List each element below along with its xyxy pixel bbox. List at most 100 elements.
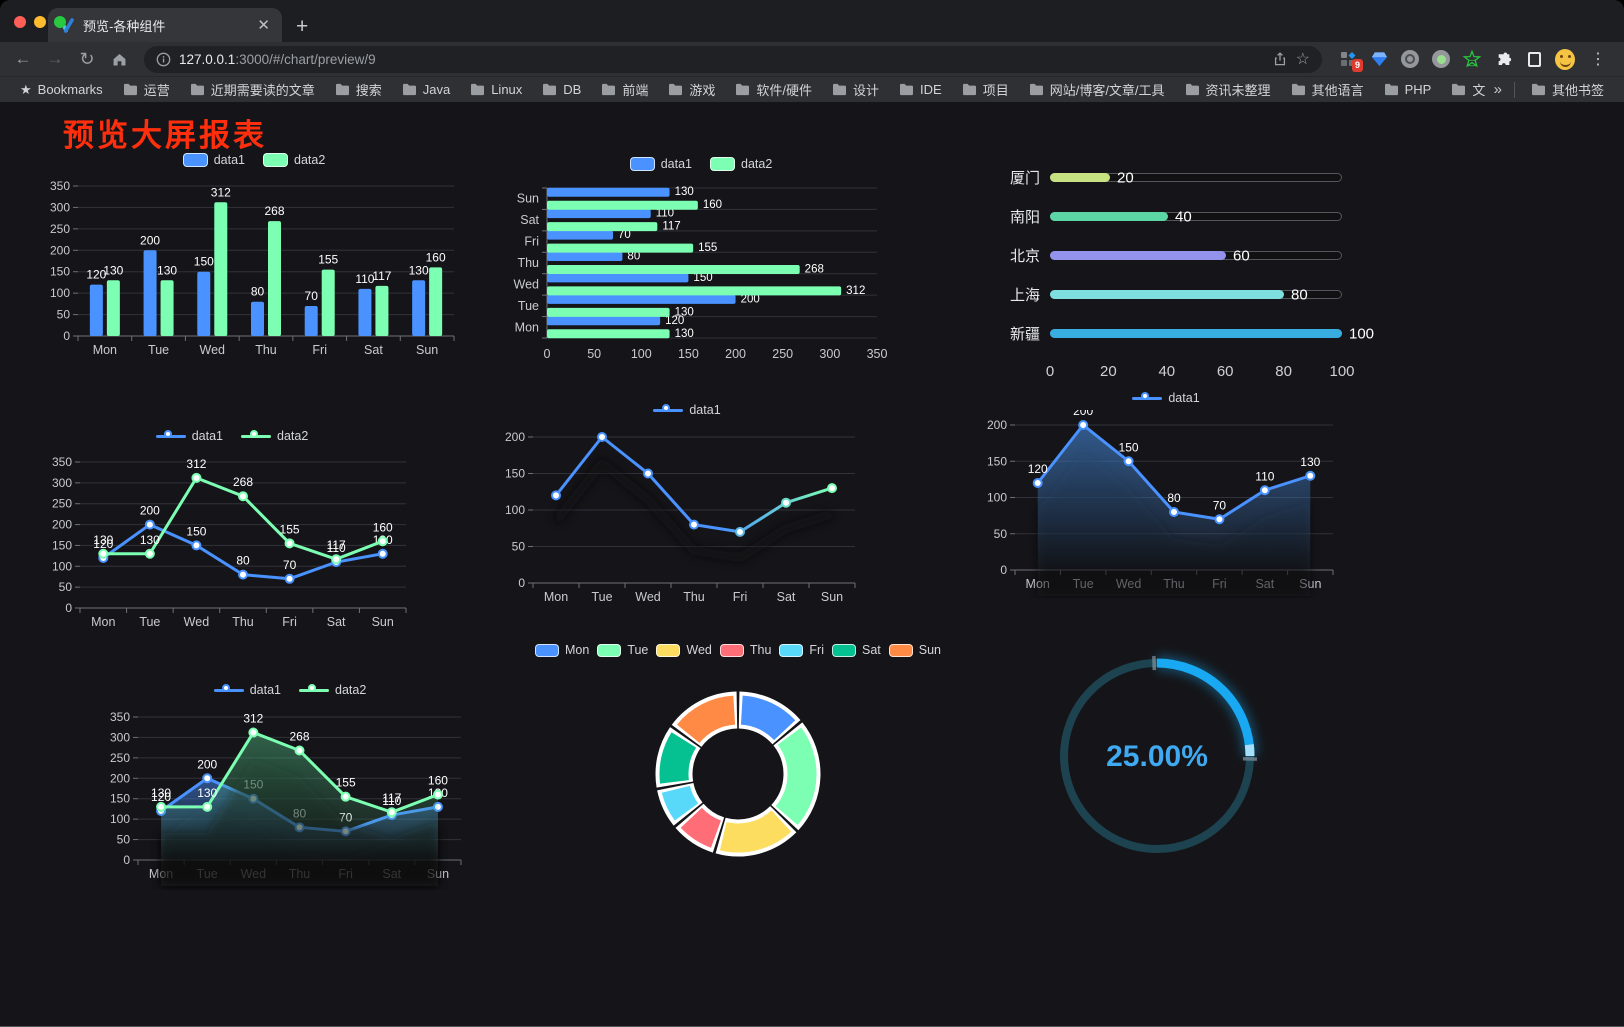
profile-avatar[interactable] [1555, 48, 1575, 70]
svg-text:100: 100 [50, 286, 70, 300]
legend-item-data2[interactable]: data2 [710, 157, 772, 171]
svg-text:Fri: Fri [524, 235, 539, 249]
svg-text:117: 117 [662, 221, 680, 233]
svg-text:0: 0 [1000, 563, 1007, 577]
extension-monkey-icon[interactable] [1400, 49, 1420, 69]
bookmark-folder[interactable]: PHP [1376, 80, 1440, 99]
legend-line-marker [241, 429, 271, 443]
bookmark-folder[interactable]: 网站/博客/文章/工具 [1021, 78, 1173, 101]
svg-text:110: 110 [327, 541, 346, 555]
bookmark-folder[interactable]: IDE [891, 80, 950, 99]
legend-item-data1[interactable]: data1 [213, 683, 281, 697]
bookmark-folder[interactable]: 游戏 [660, 78, 723, 101]
legend-item-data2[interactable]: data2 [263, 153, 325, 167]
svg-text:100: 100 [52, 559, 72, 573]
url-host: 127.0.0.1 [179, 51, 236, 67]
back-icon[interactable]: ← [14, 49, 32, 68]
extension-gem-icon[interactable] [1369, 49, 1389, 69]
legend-item-data1[interactable]: data1 [1132, 391, 1200, 405]
bookmark-folder[interactable]: Linux [462, 80, 530, 99]
extension-grid-icon[interactable]: 9 [1338, 49, 1363, 72]
legend-item-data1[interactable]: data1 [629, 157, 692, 171]
reload-icon[interactable]: ↻ [79, 48, 95, 69]
legend-item-data1[interactable]: data1 [653, 403, 721, 417]
legend-item-thu[interactable]: Thu [719, 643, 771, 657]
legend-item-data2[interactable]: data2 [299, 683, 366, 697]
bookmark-folder[interactable]: DB [534, 80, 589, 99]
svg-text:130: 130 [409, 263, 429, 277]
legend-item-tue[interactable]: Tue [597, 643, 648, 657]
gradient-line-chart: data1 0 50 100 150 200 Mon Tue Wed Thu Fri Sat Sun [503, 398, 871, 612]
minimize-window-button[interactable] [34, 16, 46, 28]
extensions-area: 9 ⋮ [1334, 48, 1614, 72]
folder-icon [190, 83, 204, 96]
bookmark-folder[interactable]: 运营 [115, 78, 178, 101]
progress-fill [1050, 173, 1110, 182]
bookmark-star-icon[interactable]: ☆ [1295, 51, 1310, 68]
maximize-window-button[interactable] [54, 16, 66, 28]
bookmark-folder[interactable]: Java [394, 80, 458, 99]
svg-text:Mon: Mon [91, 615, 115, 629]
folder-icon [669, 83, 683, 96]
legend-line-marker [653, 403, 684, 417]
bookmark-folder[interactable]: 前端 [593, 78, 656, 101]
legend-item-sun[interactable]: Sun [888, 643, 941, 657]
bookmark-folder[interactable]: 项目 [954, 78, 1017, 101]
extension-star-icon[interactable] [1462, 49, 1482, 69]
legend-swatch [597, 643, 622, 657]
legend-item-data1[interactable]: data1 [182, 153, 245, 167]
extension-blocker-icon[interactable] [1431, 49, 1451, 69]
svg-text:350: 350 [110, 710, 130, 724]
bookmark-folder[interactable]: 搜索 [327, 78, 390, 101]
home-icon[interactable] [106, 46, 132, 72]
legend-label: data1 [191, 429, 223, 443]
url-text[interactable]: 127.0.0.1:3000/#/chart/preview/9 [179, 52, 1264, 67]
legend-item-sat[interactable]: Sat [832, 643, 881, 657]
chart-legend: data1 data2 [46, 424, 418, 448]
share-icon[interactable] [1272, 51, 1288, 67]
bookmark-folder[interactable]: 近期需要读的文章 [182, 78, 323, 101]
progress-track: 20 [1050, 169, 1342, 186]
close-window-button[interactable] [14, 16, 26, 28]
svg-text:300: 300 [819, 347, 840, 361]
svg-text:110: 110 [656, 208, 674, 220]
legend-label: data1 [660, 157, 692, 171]
legend-item-data2[interactable]: data2 [241, 429, 308, 443]
svg-text:150: 150 [987, 454, 1007, 468]
svg-text:150: 150 [110, 792, 130, 806]
tab-close-icon[interactable]: ✕ [257, 17, 270, 34]
svg-text:160: 160 [703, 199, 722, 211]
legend-item-data1[interactable]: data1 [155, 429, 223, 443]
legend-item-wed[interactable]: Wed [656, 643, 712, 657]
legend-label: Tue [627, 643, 649, 657]
svg-text:200: 200 [725, 347, 746, 361]
bookmark-folder[interactable]: 软件/硬件 [727, 78, 820, 101]
legend-swatch [263, 153, 288, 167]
forward-icon[interactable]: → [46, 49, 64, 68]
extensions-puzzle-icon[interactable] [1493, 49, 1513, 69]
bookmark-folder[interactable]: 资讯未整理 [1177, 78, 1279, 101]
svg-text:Mon: Mon [515, 320, 539, 334]
bookmarks-manager[interactable]: ★ Bookmarks [12, 80, 111, 100]
bookmark-folder[interactable]: 设计 [824, 78, 887, 101]
reader-mode-icon[interactable] [1524, 49, 1544, 69]
svg-text:150: 150 [52, 538, 72, 552]
new-tab-button[interactable]: + [296, 15, 309, 38]
browser-menu-icon[interactable]: ⋮ [1590, 51, 1606, 68]
svg-text:Wed: Wed [184, 615, 210, 629]
bookmark-folder-label: Linux [491, 82, 523, 97]
legend-item-mon[interactable]: Mon [534, 643, 589, 657]
bookmark-folder[interactable]: 文件服务器 [1443, 78, 1486, 101]
bookmark-folder-label: 项目 [982, 83, 1009, 98]
svg-text:312: 312 [846, 285, 865, 297]
other-bookmarks-folder[interactable]: 其他书签 [1523, 78, 1612, 101]
bookmarks-overflow-icon[interactable]: » [1493, 81, 1502, 98]
svg-text:130: 130 [157, 263, 177, 277]
bookmark-folder[interactable]: 其他语言 [1283, 78, 1372, 101]
page-info-icon[interactable] [156, 52, 171, 67]
folder-icon [335, 83, 349, 96]
legend-item-fri[interactable]: Fri [779, 643, 824, 657]
browser-tab[interactable]: 预览-各种组件 ✕ [48, 8, 282, 42]
svg-text:50: 50 [59, 580, 73, 594]
address-bar[interactable]: 127.0.0.1:3000/#/chart/preview/9 ☆ [144, 45, 1322, 73]
